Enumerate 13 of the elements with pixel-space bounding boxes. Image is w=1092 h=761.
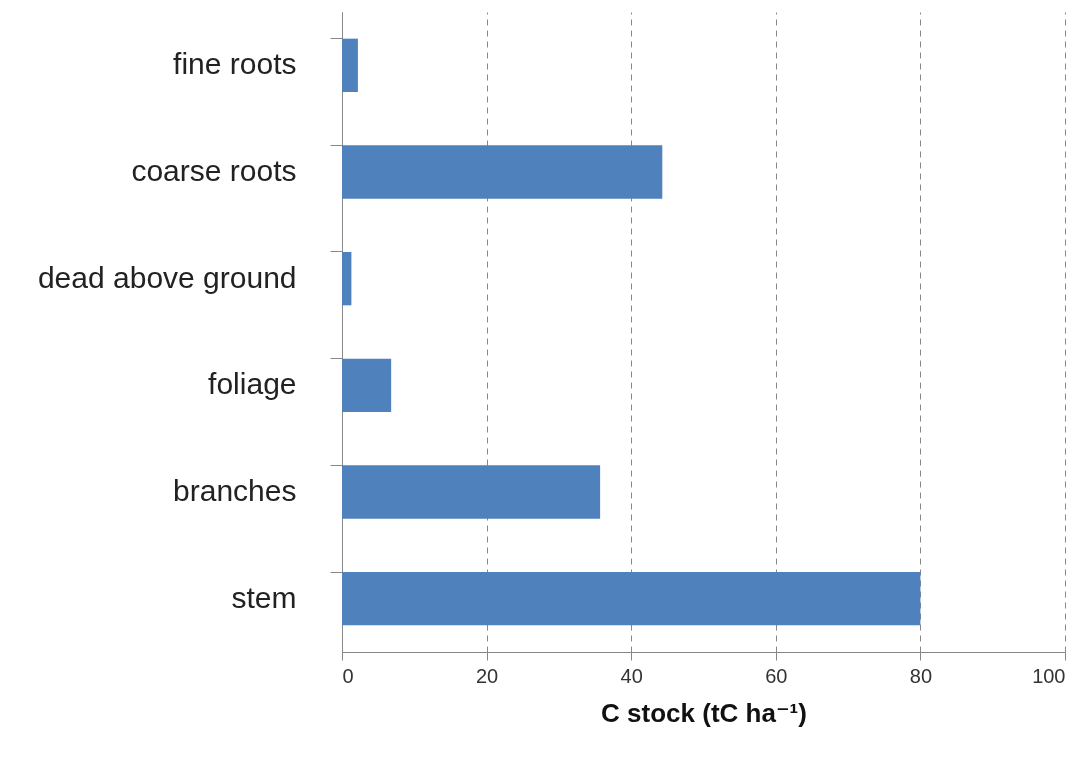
y-tick-label: stem bbox=[231, 580, 297, 614]
x-tick-label: 40 bbox=[620, 664, 643, 687]
y-tick-label: coarse roots bbox=[131, 154, 297, 187]
x-tick-label: 80 bbox=[909, 664, 933, 687]
y-tick-label: foliage bbox=[208, 367, 297, 401]
y-tick-label: fine roots bbox=[173, 47, 297, 81]
y-tick-label: dead above ground bbox=[37, 260, 297, 294]
x-axis-title: C stock (tC ha⁻¹) bbox=[601, 697, 807, 728]
y-tick-label: branches bbox=[173, 474, 297, 507]
x-tick-label: 0 bbox=[342, 664, 354, 687]
x-tick-label: 60 bbox=[765, 664, 788, 687]
x-tick-label: 100 bbox=[1032, 664, 1066, 687]
x-tick-label: 20 bbox=[475, 664, 499, 687]
